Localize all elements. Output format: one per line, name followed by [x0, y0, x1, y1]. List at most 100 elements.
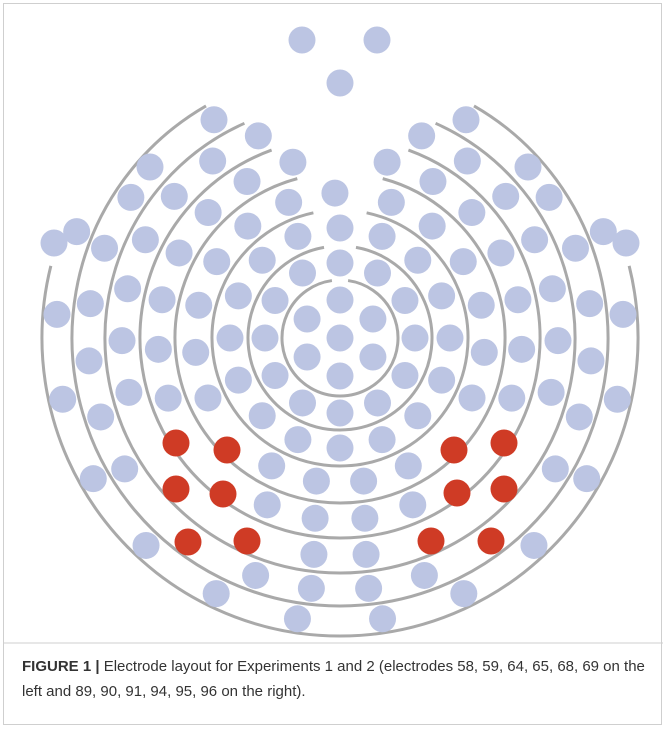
electrode — [609, 300, 637, 328]
electrode — [521, 226, 549, 254]
electrode — [492, 182, 520, 210]
head-ring — [173, 177, 507, 505]
electrode — [326, 69, 354, 97]
electrode — [148, 286, 176, 314]
electrode — [352, 540, 380, 568]
electrode — [79, 465, 107, 493]
electrode — [108, 327, 136, 355]
electrode — [288, 26, 316, 54]
electrode — [428, 282, 456, 310]
electrode — [508, 335, 536, 363]
head-ring — [246, 245, 434, 432]
electrode — [194, 199, 222, 227]
electrode — [326, 214, 354, 242]
electrode — [224, 366, 252, 394]
electrode — [185, 291, 213, 319]
electrode — [520, 531, 548, 559]
selected-electrode — [477, 527, 505, 555]
electrode — [561, 234, 589, 262]
electrode — [467, 291, 495, 319]
electrode — [410, 561, 438, 589]
electrode — [577, 347, 605, 375]
head-ring — [138, 148, 542, 540]
electrode — [115, 378, 143, 406]
electrode — [234, 212, 262, 240]
electrode — [302, 467, 330, 495]
electrode — [224, 282, 252, 310]
figure-caption: FIGURE 1 | Electrode layout for Experime… — [22, 654, 650, 704]
electrode — [111, 455, 139, 483]
electrode — [368, 426, 396, 454]
electrode — [359, 305, 387, 333]
electrode — [284, 222, 312, 250]
electrode — [194, 384, 222, 412]
electrode — [377, 188, 405, 216]
selected-electrode — [233, 527, 261, 555]
electrode — [458, 199, 486, 227]
electrode — [242, 561, 270, 589]
electrode — [537, 378, 565, 406]
electrode — [131, 226, 159, 254]
electrode — [450, 580, 478, 608]
figure-frame — [3, 3, 662, 725]
head-ring — [280, 279, 400, 398]
electrode — [40, 229, 68, 257]
electrode — [289, 389, 316, 417]
head-ring — [210, 211, 470, 468]
electrode — [244, 122, 272, 150]
electrode — [160, 182, 188, 210]
electrode — [293, 305, 321, 333]
electrode — [326, 249, 354, 277]
electrode — [498, 384, 526, 412]
electrode — [261, 287, 289, 314]
selected-electrode — [490, 475, 518, 503]
electrode — [165, 239, 193, 267]
electrode — [404, 402, 432, 430]
electrode — [275, 188, 303, 216]
electrode — [203, 248, 231, 276]
electrode — [144, 335, 172, 363]
electrode — [391, 287, 419, 314]
electrode — [364, 259, 391, 287]
electrode — [279, 148, 307, 176]
electrode — [565, 403, 593, 431]
electrode — [251, 324, 279, 352]
electrode — [75, 347, 103, 375]
selected-electrode — [490, 429, 518, 457]
electrode — [326, 362, 354, 390]
electrode — [326, 324, 354, 352]
selected-electrode — [209, 480, 237, 508]
electrode — [63, 218, 91, 246]
head-ring — [40, 265, 640, 638]
electrode — [394, 452, 422, 480]
electrode — [132, 531, 160, 559]
electrode — [43, 300, 71, 328]
electrode — [436, 324, 464, 352]
electrode — [544, 327, 572, 355]
electrode — [297, 574, 325, 602]
electrode — [136, 153, 164, 181]
electrode — [182, 338, 210, 366]
electrode — [576, 290, 604, 318]
electrode — [216, 324, 244, 352]
electrode — [283, 605, 311, 633]
electrode — [87, 403, 115, 431]
electrode-layout — [4, 26, 663, 644]
electrode — [535, 183, 563, 211]
electrode — [289, 259, 316, 287]
caption-text: Electrode layout for Experiments 1 and 2… — [22, 658, 645, 700]
electrode — [449, 248, 477, 276]
electrode — [300, 540, 328, 568]
electrode — [470, 338, 498, 366]
caption-label: FIGURE 1 | — [22, 658, 100, 675]
electrode — [202, 580, 230, 608]
electrode — [200, 106, 228, 134]
electrode — [248, 402, 276, 430]
electrode — [538, 275, 566, 303]
electrode — [399, 491, 427, 519]
electrode — [514, 153, 542, 181]
electrode — [363, 26, 391, 54]
electrode — [326, 399, 354, 427]
electrode — [573, 465, 601, 493]
